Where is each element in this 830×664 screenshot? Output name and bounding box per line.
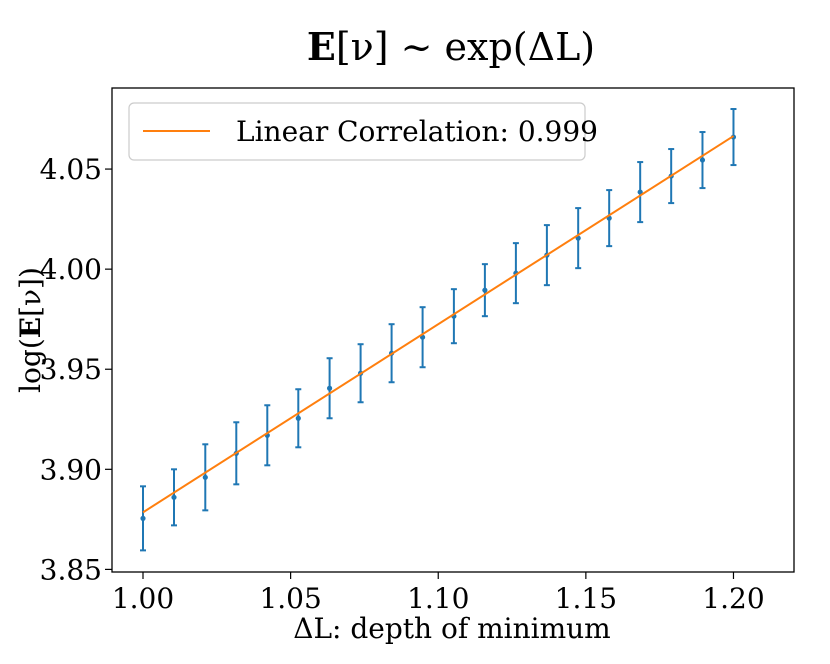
data-point	[140, 515, 146, 521]
x-tick-label: 1.05	[259, 582, 321, 615]
y-tick-label: 3.85	[40, 553, 102, 586]
legend: Linear Correlation: 0.999	[128, 102, 598, 161]
y-tick-label: 3.90	[40, 453, 102, 486]
x-axis-ticks: 1.00 1.05 1.10 1.15 1.20	[112, 572, 765, 615]
x-tick-label: 1.00	[112, 582, 174, 615]
data-point	[482, 287, 488, 293]
data-point	[637, 189, 643, 195]
y-axis-label: log(E[ν])	[14, 267, 47, 393]
fit-line	[142, 135, 735, 514]
y-tick-label: 3.95	[40, 353, 102, 386]
plot-area-frame	[111, 87, 795, 573]
data-point	[171, 494, 177, 500]
y-tick-label: 4.00	[40, 253, 102, 286]
data-point	[295, 415, 301, 421]
data-point	[202, 474, 208, 480]
x-tick-label: 1.20	[702, 582, 764, 615]
y-tick-label: 4.05	[40, 153, 102, 186]
legend-entry-label: Linear Correlation: 0.999	[236, 115, 598, 148]
x-tick-label: 1.15	[555, 582, 617, 615]
x-tick-label: 1.10	[407, 582, 469, 615]
data-point	[326, 385, 333, 391]
chart-title: E[ν] ~ exp(ΔL)	[307, 24, 595, 69]
legend-box	[128, 102, 586, 161]
data-point	[699, 157, 706, 163]
y-axis-ticks: 3.85 3.90 3.95 4.00 4.05	[40, 153, 112, 586]
errorbar-series	[140, 108, 737, 552]
x-axis-label: ΔL: depth of minimum	[293, 612, 611, 645]
fit-line-series	[142, 135, 735, 514]
